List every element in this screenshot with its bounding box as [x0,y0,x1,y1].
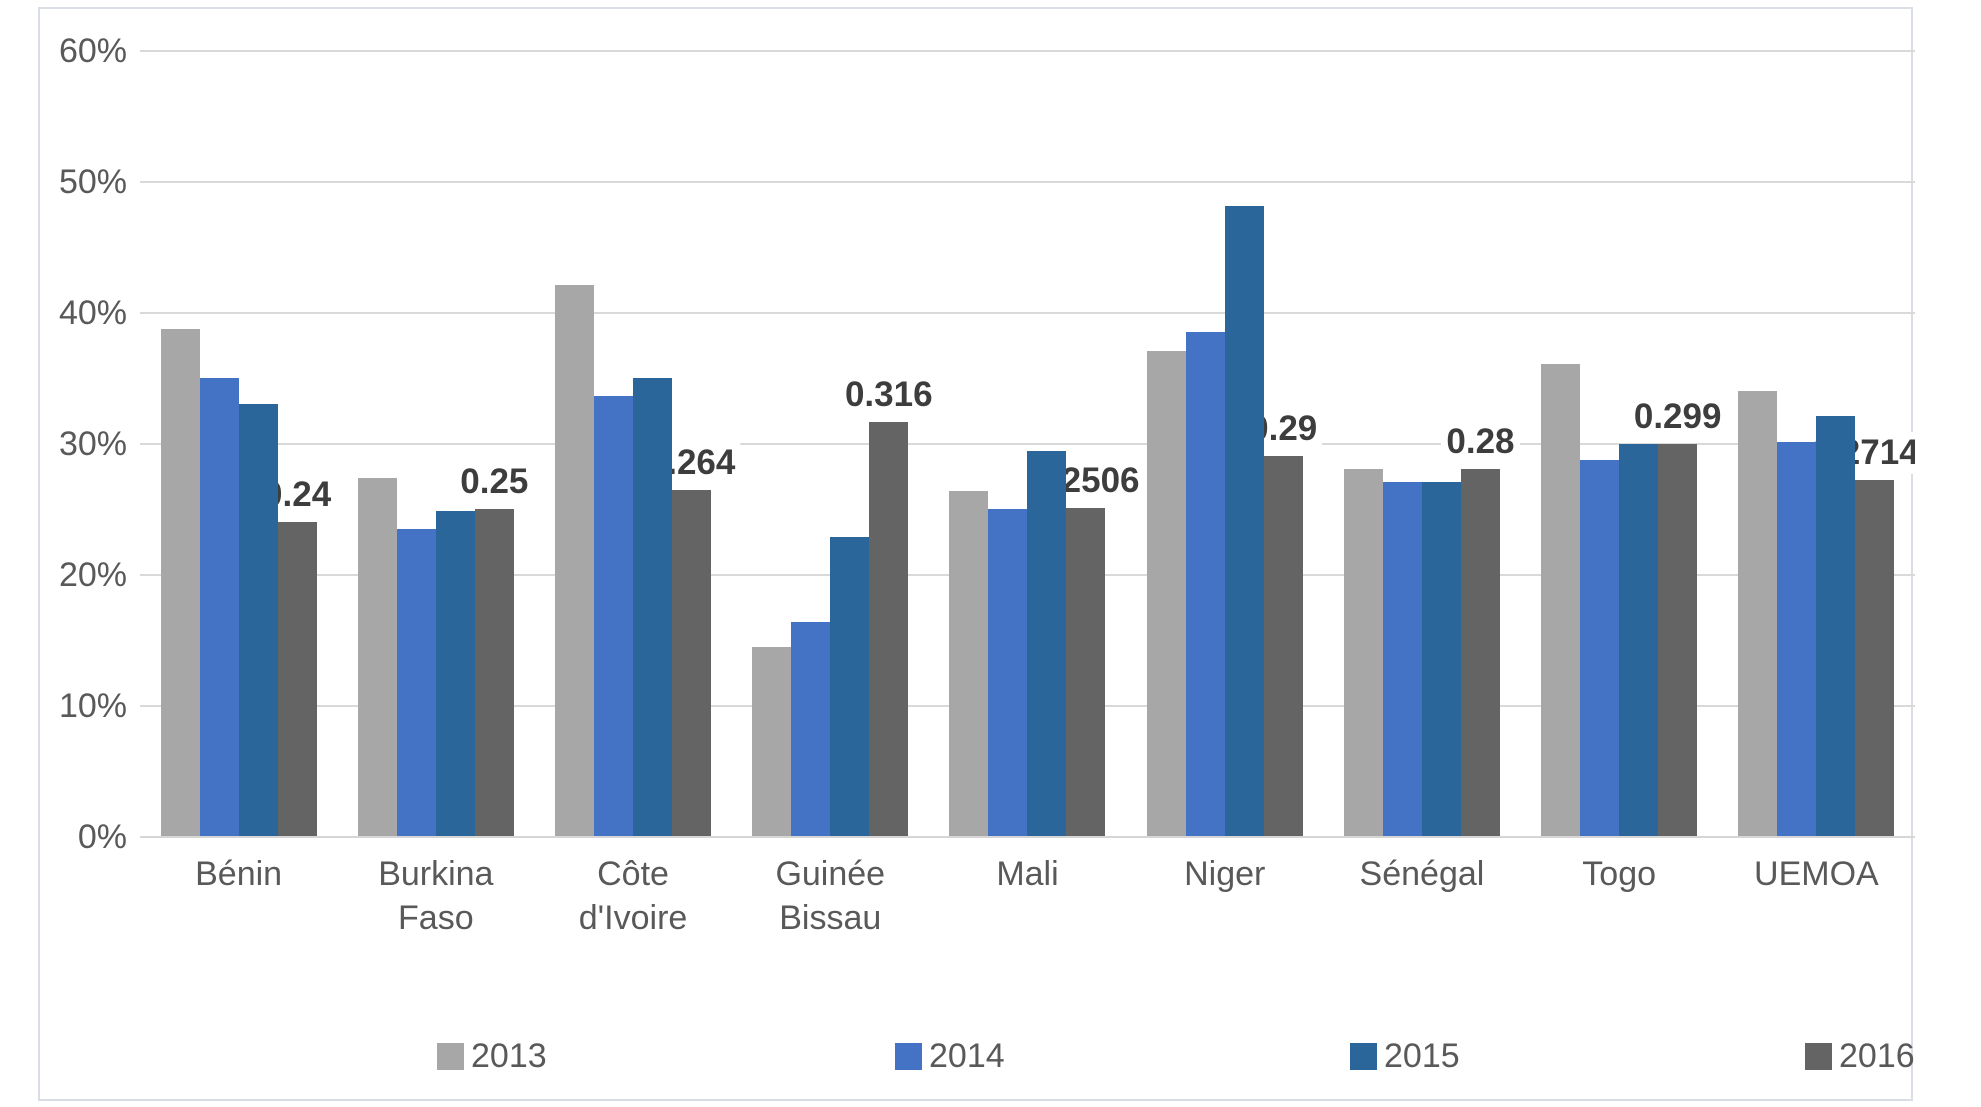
legend-label-2016: 2016 [1839,1037,1915,1075]
data-label-2016: 0.28 [1441,421,1520,464]
data-label-2016: 0.25 [455,460,534,503]
data-label-2016: 0.316 [839,374,938,417]
bar-2016 [474,508,514,836]
x-label-mali: Mali [996,855,1059,893]
x-label-uemoa: UEMOA [1754,855,1879,893]
legend-label-2015: 2015 [1384,1037,1460,1075]
bar-2014 [988,508,1028,836]
x-label-bénin: Bénin [195,855,283,893]
y-tick-label-20pct: 20% [58,556,127,594]
x-label-togo: Togo [1582,855,1657,893]
bar-group-guinée: 0.316 [732,0,938,838]
bar-group-togo: 0.299 [1521,0,1727,838]
legend-swatch-2015 [1350,1042,1377,1070]
legend-item-2014: 2014 [895,1037,1005,1075]
bar-2013 [1343,469,1383,836]
bar-2016 [1066,507,1106,836]
bar-2016 [672,490,712,836]
legend-label-2014: 2014 [929,1037,1005,1075]
bar-2016 [1855,480,1895,836]
y-tick-label-30pct: 30% [58,425,127,463]
bar-2014 [396,529,436,836]
x-axis-line [140,836,1915,838]
bar-2014 [1580,460,1620,836]
bar-2013 [949,491,989,836]
bar-group-niger: 0.29 [1126,0,1323,838]
bar-2015 [1027,450,1067,836]
bar-2016 [869,422,909,836]
legend-item-2013: 2013 [437,1037,547,1075]
legend-swatch-2016 [1805,1042,1832,1070]
bar-group-bénin: 0.24 [140,0,337,838]
y-tick-label-60pct: 60% [58,32,127,70]
y-tick-label-0pct: 0% [77,818,127,856]
bar-2014 [791,622,831,836]
bar-2013 [1738,390,1778,836]
bar-2015 [435,511,475,836]
bar-2015 [1816,415,1856,836]
bar-2013 [160,329,200,836]
bar-2016 [1460,469,1500,836]
bar-2015 [830,537,870,836]
bar-2013 [1541,364,1581,836]
bar-group-uemoa: 0.27143 [1718,0,1915,838]
gridline-60pct [140,50,1915,52]
bar-2014 [199,377,239,836]
x-label-burkina: Burkina Faso [378,855,494,937]
bar-2016 [277,521,317,836]
bar-2015 [1224,205,1264,836]
legend-item-2016: 2016 [1805,1037,1915,1075]
legend-label-2013: 2013 [471,1037,547,1075]
y-tick-label-10pct: 10% [58,687,127,725]
bar-2015 [238,403,278,836]
bar-group-sénégal: 0.28 [1323,0,1520,838]
bar-2013 [357,478,397,836]
bar-group-côte: 0.264 [534,0,741,838]
bar-2014 [594,395,634,836]
chart-frame [38,7,1913,1101]
bar-2015 [1421,482,1461,836]
bar-2016 [1263,456,1303,836]
y-tick-label-40pct: 40% [58,294,127,332]
x-label-côte: Côte d'Ivoire [578,855,688,937]
bar-group-burkina: 0.25 [337,0,534,838]
gridline-50pct [140,181,1915,183]
bar-2015 [633,377,673,836]
x-label-sénégal: Sénégal [1359,855,1485,893]
gridline-30pct [140,443,1915,445]
x-label-niger: Niger [1184,855,1266,893]
bar-2013 [1146,351,1186,836]
bar-2016 [1658,444,1698,836]
bar-group-mali: 0.2506 [929,0,1145,838]
x-label-guinée: Guinée Bissau [775,855,886,937]
bar-2013 [555,284,595,836]
bar-2013 [752,647,792,836]
bar-2014 [1777,441,1817,836]
legend-item-2015: 2015 [1350,1037,1460,1075]
y-tick-label-50pct: 50% [58,163,127,201]
legend-swatch-2014 [895,1042,922,1070]
legend-swatch-2013 [437,1042,464,1070]
bar-2015 [1619,444,1659,836]
data-label-2016: 0.299 [1628,396,1727,439]
bar-2014 [1382,482,1422,836]
gridline-40pct [140,312,1915,314]
bar-2014 [1185,331,1225,836]
